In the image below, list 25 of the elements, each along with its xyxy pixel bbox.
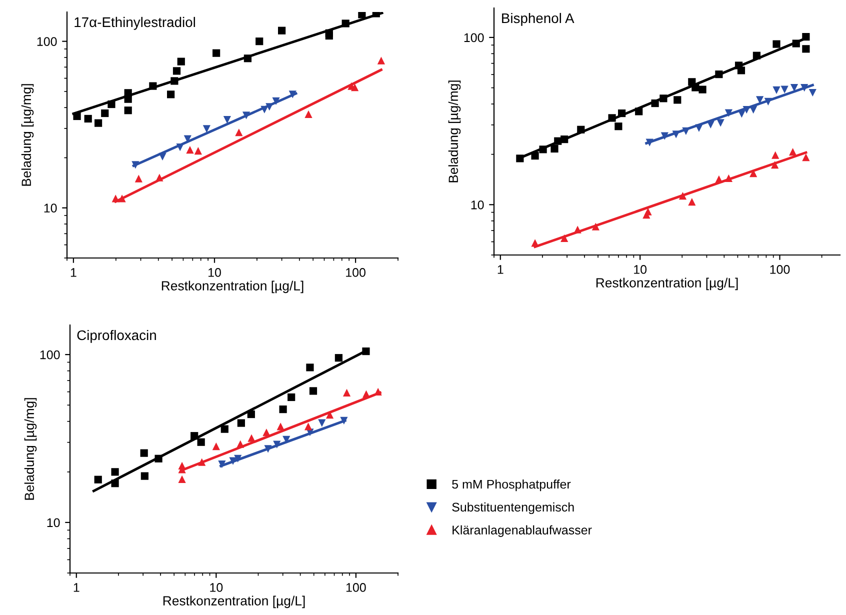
x-axis-title: Restkonzentration [µg/L] xyxy=(162,280,304,294)
legend-label: 5 mM Phosphatpuffer xyxy=(452,479,571,492)
y-tick-label: 10 xyxy=(44,204,57,213)
y-axis-title: Beladung [µg/mg] xyxy=(21,84,34,186)
chart-title: Bisphenol A xyxy=(502,12,574,26)
x-tick-label: 100 xyxy=(346,268,366,277)
y-axis-title: Beladung [µg/mg] xyxy=(24,398,37,500)
legend-label: Substituentengemisch xyxy=(452,502,574,514)
x-axis-title: Restkonzentration [µg/L] xyxy=(163,596,305,608)
chart-title: 17α-Ethinylestradiol xyxy=(74,16,195,30)
x-tick-label: 100 xyxy=(346,583,366,592)
x-axis-title: Restkonzentration [µg/L] xyxy=(596,278,738,290)
y-axis-title: Beladung [µg/mg] xyxy=(448,80,461,182)
x-tick-label: 1 xyxy=(498,265,504,274)
x-tick-label: 10 xyxy=(210,583,223,592)
y-tick-label: 100 xyxy=(37,37,57,46)
x-tick-label: 10 xyxy=(634,265,647,274)
x-tick-label: 1 xyxy=(70,268,76,277)
chart-title: Ciprofloxacin xyxy=(77,330,156,343)
y-tick-label: 100 xyxy=(40,350,60,360)
y-tick-label: 10 xyxy=(47,518,60,528)
x-tick-label: 1 xyxy=(74,583,80,592)
legend-label: Kläranlagenablaufwasser xyxy=(452,525,592,537)
x-tick-label: 100 xyxy=(770,265,790,274)
x-tick-label: 10 xyxy=(208,268,221,277)
